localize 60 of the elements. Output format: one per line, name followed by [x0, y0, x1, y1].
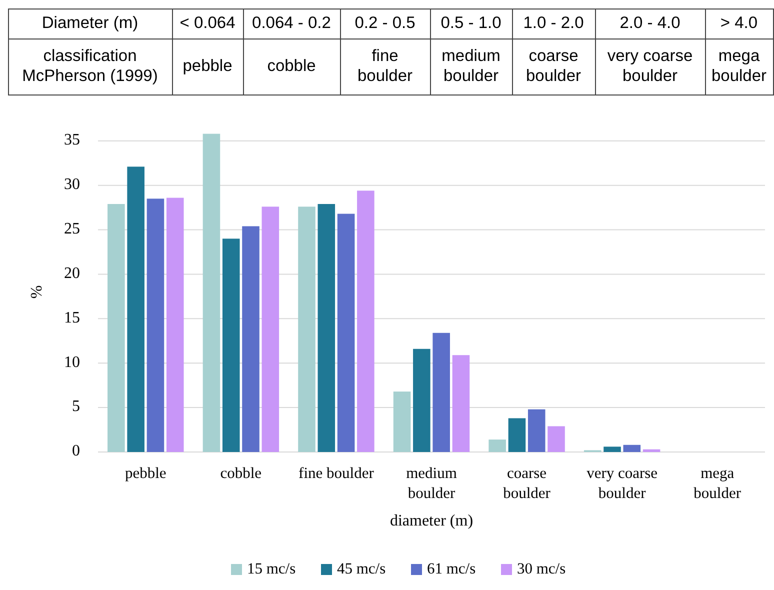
x-tick-label: fine boulder [298, 464, 375, 482]
y-tick-label: 35 [64, 132, 80, 149]
category-label: 1.0 - 2.0 [523, 14, 584, 32]
legend-label: 45 mc/s [337, 560, 386, 578]
category-label: 0.2 - 0.5 [354, 14, 416, 32]
bar [127, 166, 144, 452]
bar [528, 409, 546, 452]
y-tick-label: 15 [64, 309, 80, 326]
legend-label: 15 mc/s [247, 560, 296, 578]
x-tick-label: coarse boulder [503, 464, 552, 502]
category-label: 0.064 - 0.2 [252, 14, 331, 32]
bar [337, 214, 355, 452]
legend-label: 61 mc/s [427, 560, 476, 578]
text: fine boulder [357, 47, 413, 86]
y-tick-label: 5 [72, 398, 80, 416]
y-tick-label: 25 [64, 220, 80, 238]
text: cobble [267, 57, 316, 76]
category-label: > 4.0 [720, 14, 758, 32]
bar [642, 449, 660, 452]
bar [166, 198, 184, 452]
y-axis-title: % [28, 285, 46, 299]
text: mega boulder [711, 47, 767, 86]
bar [108, 204, 125, 452]
bar [604, 446, 621, 452]
bar [357, 190, 374, 452]
x-tick-label: mega boulder [694, 464, 742, 502]
bar [452, 355, 470, 452]
bar [432, 332, 450, 452]
bar [262, 206, 280, 452]
x-tick-label: pebble [124, 464, 166, 482]
category-label: 0.5 - 1.0 [440, 14, 502, 32]
bar [548, 426, 565, 452]
x-tick-label: medium boulder [406, 464, 457, 502]
bar [488, 440, 506, 452]
category-label: < 0.064 [180, 14, 236, 32]
legend-label: 30 mc/s [517, 560, 566, 578]
x-tick-label: very coarse boulder [586, 464, 658, 502]
x-tick-label: cobble [220, 464, 262, 482]
bar [298, 206, 316, 452]
bar [222, 238, 240, 452]
y-tick-label: 0 [72, 442, 80, 460]
category-label: Diameter (m) [42, 14, 138, 32]
category-label: classification McPherson (1999) [22, 47, 158, 86]
category-label: 2.0 - 4.0 [620, 14, 680, 32]
bar [508, 418, 526, 452]
text: pebble [182, 57, 232, 76]
text: medium boulder [442, 47, 500, 86]
y-tick-label: 20 [64, 264, 80, 282]
y-tick-label: 10 [64, 354, 80, 371]
y-tick-label: 30 [64, 176, 80, 194]
bar [202, 134, 220, 452]
bar [413, 348, 430, 452]
bar [623, 444, 641, 452]
text: very coarse boulder [607, 47, 693, 86]
bar [393, 392, 411, 452]
x-axis-title: diameter (m) [390, 512, 474, 530]
bar [318, 204, 336, 452]
bar [242, 226, 260, 452]
bar [146, 198, 164, 452]
text: coarse boulder [526, 47, 582, 86]
